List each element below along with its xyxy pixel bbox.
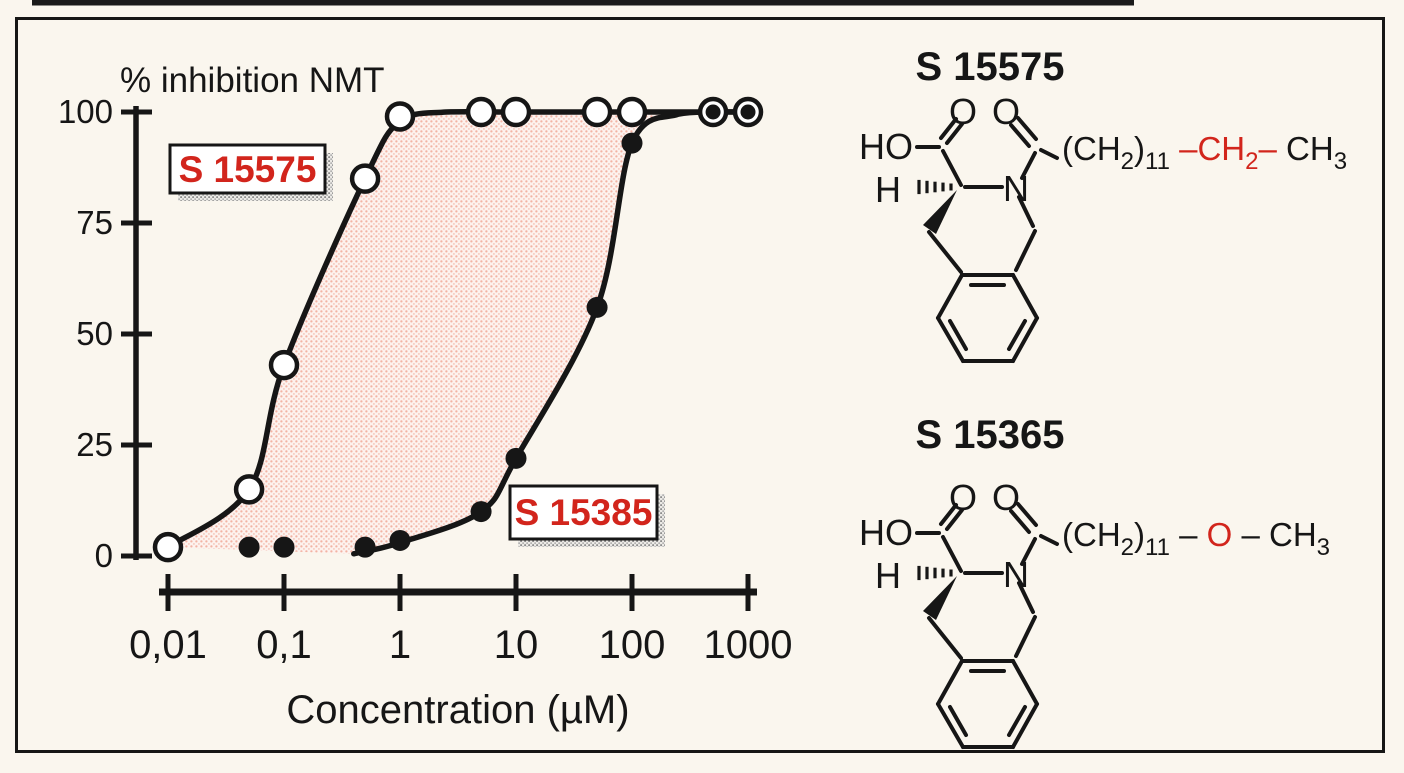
atom-label-o-acid: O [949,477,977,518]
label-box [508,484,659,541]
atom-label-n: N [1003,168,1029,209]
bold-wedge-bond [923,576,957,620]
bond [1009,123,1031,148]
bond [1017,195,1035,228]
bond [939,117,958,140]
figure-border [15,17,1385,753]
bond [936,659,964,706]
bond [941,149,963,187]
curve-label-box-s15385: S 15385 [508,484,665,547]
scan-artifact-line [32,0,1134,6]
bond [1020,151,1037,180]
structure-s15575: HOH NO O (CH2)11 –CH2– CH3 [859,91,1347,363]
x-tick-label: 0,01 [129,623,207,667]
data-point-filled-s15385 [470,501,492,523]
data-point-open-s15575 [384,101,416,132]
data-point-open-s15575 [616,96,648,128]
bond [1020,537,1037,566]
atom-label-h: H [875,555,901,596]
structure-title-s15575: S 15575 [915,45,1064,89]
bond [927,230,963,274]
bond [939,503,958,526]
bond [936,702,965,749]
curve-label-s15575: S 15575 [179,149,317,190]
data-point-open-s15575 [500,96,532,128]
bond [1017,581,1035,614]
bond [1039,148,1059,160]
data-point-filled-s15385 [273,536,295,558]
y-axis-title: % inhibition NMT [120,61,385,100]
data-point-open-s15575 [581,96,613,128]
bond [1039,534,1059,546]
bond [1016,116,1038,141]
side-chain-formula: (CH2)11 – O – CH3 [1062,516,1330,561]
side-chain-formula: (CH2)11 –CH2– CH3 [1062,130,1347,175]
data-point-filled-s15385 [505,447,527,469]
label-box [168,143,327,195]
x-tick-label: 100 [599,623,666,667]
y-tick-label: 0 [95,537,113,574]
bond [1007,705,1027,737]
data-point-filled-s15385 [705,104,721,120]
x-tick-label: 10 [494,623,539,667]
bond [1009,509,1031,534]
data-point-open-s15575 [349,163,381,194]
curve-label-box-s15575: S 15575 [168,143,333,201]
bond [936,316,965,363]
data-point-filled-s15385 [238,536,260,558]
bond [945,508,964,531]
data-point-open-s15575 [268,349,300,381]
atom-label-ho: HO [859,126,913,167]
x-tick-label: 0,1 [256,623,312,667]
data-point-filled-s15385 [621,132,643,154]
data-point-filled-s15385 [389,529,411,551]
bond [1011,659,1039,706]
bond [1011,273,1039,320]
bond [948,319,968,351]
bond [945,122,964,145]
y-tick-label: 50 [76,315,113,352]
data-point-filled-s15385 [740,104,756,120]
data-point-open-s15575 [152,531,184,563]
bond [1014,229,1037,272]
chemical-structures: S 15575 S 15365 HOH NO O(CH2)11 –CH2– CH3 … [859,45,1347,749]
atom-label-o-amide: O [992,477,1020,518]
x-axis-title: Concentration (µM) [286,688,629,732]
data-point-filled-s15385 [354,536,376,558]
atom-label-h: H [875,169,901,210]
dose-response-chart: 0 25 50 75 100 0,01 0,1 1 10 100 1000 [58,93,793,667]
y-tick-label: 100 [58,93,113,130]
bond [1011,702,1039,749]
structure-title-s15365: S 15365 [915,413,1064,457]
x-tick-label: 1000 [704,623,793,667]
atom-label-n: N [1003,554,1029,595]
bond [1014,615,1037,658]
structure-s15365: HOH NO O (CH2)11 – O – CH3 [859,477,1330,749]
y-tick-label: 75 [76,204,113,241]
bond [948,705,968,737]
bond [1007,319,1027,351]
bond [927,616,963,660]
bold-wedge-bond [923,190,957,234]
shaded-band-between-curves [168,111,748,554]
atom-label-o-amide: O [992,91,1020,132]
curve-label-s15385: S 15385 [515,492,653,533]
atom-label-o-acid: O [949,91,977,132]
x-tick-label: 1 [389,623,411,667]
y-tick-label: 25 [76,426,113,463]
data-point-open-s15575 [233,474,265,505]
data-point-open-s15575 [465,96,497,128]
bond [941,535,963,573]
bond [1016,502,1038,527]
data-point-filled-s15385 [586,296,608,318]
bond [936,273,964,320]
bond [1011,316,1039,363]
atom-label-ho: HO [859,512,913,553]
